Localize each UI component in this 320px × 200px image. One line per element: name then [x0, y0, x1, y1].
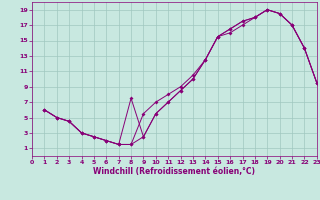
X-axis label: Windchill (Refroidissement éolien,°C): Windchill (Refroidissement éolien,°C) — [93, 167, 255, 176]
